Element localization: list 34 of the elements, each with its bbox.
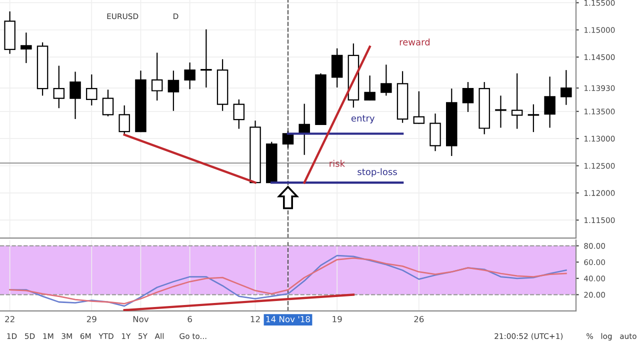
candlestick bbox=[168, 70, 180, 111]
x-tick-label: 19 bbox=[332, 316, 342, 322]
candlestick bbox=[413, 91, 425, 124]
candlestick bbox=[495, 96, 506, 128]
x-tick-label: 6 bbox=[188, 316, 192, 322]
candlestick bbox=[380, 64, 392, 96]
candlestick bbox=[151, 52, 163, 101]
candlestick bbox=[20, 32, 32, 64]
candlestick bbox=[462, 82, 474, 112]
x-tick-label: 14 Nov '18 bbox=[266, 316, 310, 322]
candlestick bbox=[364, 76, 376, 101]
candlestick bbox=[430, 114, 441, 152]
candlestick bbox=[528, 104, 540, 132]
annotation: reward bbox=[400, 38, 430, 46]
candlestick bbox=[70, 72, 81, 120]
x-tick-label: 29 bbox=[86, 316, 96, 322]
annotation: risk bbox=[330, 160, 346, 167]
candlestick bbox=[86, 74, 98, 106]
candlestick bbox=[233, 99, 245, 129]
candlestick bbox=[544, 76, 556, 128]
candlestick bbox=[560, 70, 572, 105]
x-tick-label: 26 bbox=[414, 316, 424, 322]
annotation: entry bbox=[351, 115, 375, 124]
candlestick bbox=[331, 48, 343, 88]
candlestick bbox=[184, 62, 196, 90]
x-tick-label: Nov bbox=[133, 316, 149, 322]
candlestick bbox=[511, 73, 523, 129]
candlestick bbox=[53, 66, 65, 108]
x-tick-label: 12 bbox=[250, 316, 260, 322]
x-tick-label: 22 bbox=[5, 316, 14, 322]
annotation: stop-loss bbox=[358, 168, 397, 177]
candlestick bbox=[200, 29, 212, 88]
candlestick bbox=[118, 105, 130, 136]
candlestick bbox=[102, 90, 114, 116]
